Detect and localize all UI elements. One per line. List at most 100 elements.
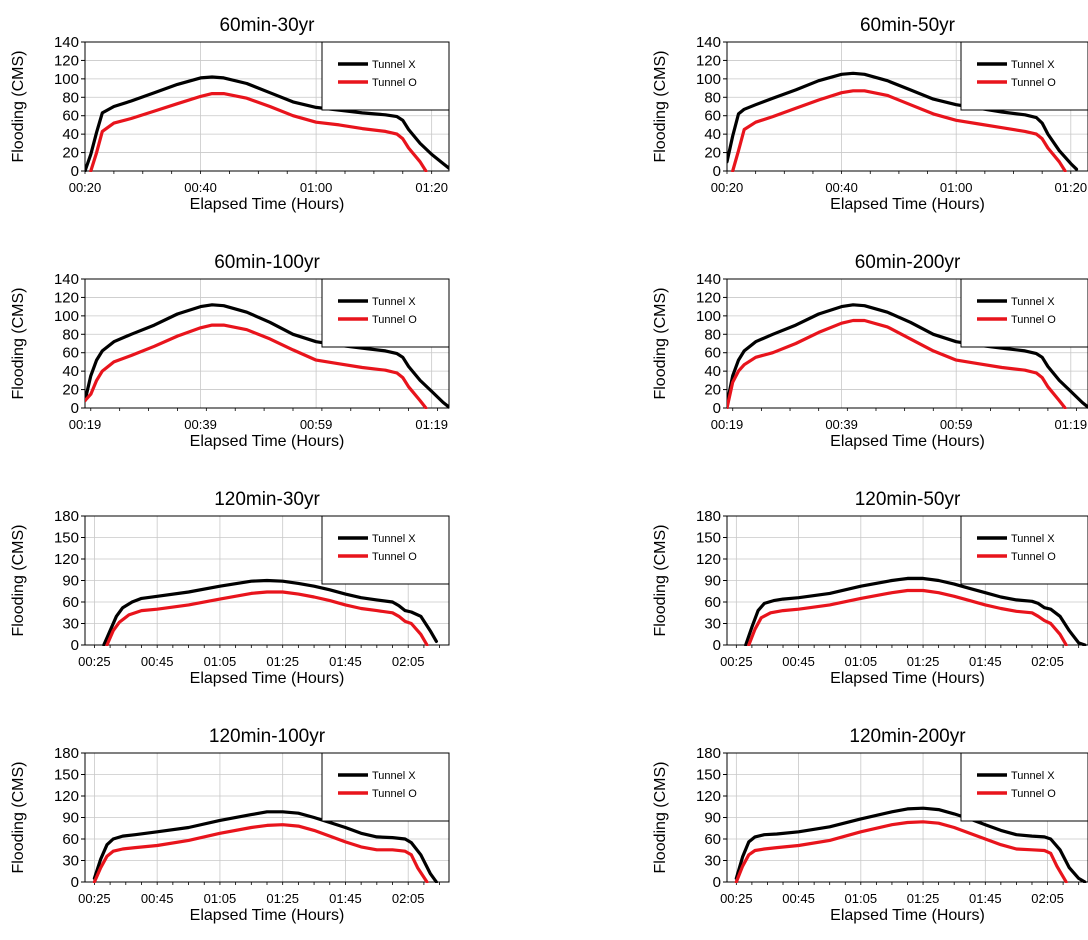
x-tick-label: 02:05 xyxy=(1031,891,1064,906)
y-axis-label: Flooding (CMS) xyxy=(652,50,669,162)
legend-box xyxy=(321,515,450,585)
x-tick-label: 02:05 xyxy=(1031,654,1064,669)
legend-box xyxy=(321,41,450,111)
x-axis-label: Elapsed Time (Hours) xyxy=(830,670,985,687)
legend-label: Tunnel O xyxy=(1011,551,1056,563)
x-tick-label: 00:45 xyxy=(141,654,174,669)
y-tick-label: 60 xyxy=(62,345,79,362)
x-tick-label: 01:19 xyxy=(415,417,448,432)
y-tick-label: 60 xyxy=(704,345,721,362)
y-tick-label: 40 xyxy=(62,363,79,380)
x-axis-label: Elapsed Time (Hours) xyxy=(190,907,345,924)
legend-label: Tunnel O xyxy=(1011,314,1056,326)
series-line-tunnel-x xyxy=(102,578,438,646)
legend-label: Tunnel O xyxy=(1011,788,1056,800)
x-tick-label: 01:45 xyxy=(969,654,1002,669)
x-tick-label: 01:20 xyxy=(415,180,448,195)
x-tick-label: 01:00 xyxy=(300,180,333,195)
y-tick-label: 100 xyxy=(696,308,721,325)
chart-title: 120min-30yr xyxy=(214,489,320,510)
y-tick-label: 180 xyxy=(696,508,721,525)
y-tick-label: 120 xyxy=(54,551,79,568)
x-tick-label: 01:05 xyxy=(204,891,237,906)
y-tick-label: 0 xyxy=(71,637,79,654)
y-tick-label: 80 xyxy=(704,326,721,343)
y-tick-label: 80 xyxy=(62,326,79,343)
y-tick-label: 120 xyxy=(696,551,721,568)
y-tick-label: 20 xyxy=(704,145,721,162)
y-tick-label: 120 xyxy=(54,52,79,69)
x-tick-label: 01:45 xyxy=(329,891,362,906)
x-tick-label: 00:19 xyxy=(711,417,744,432)
legend-box xyxy=(321,278,450,348)
x-tick-label: 01:05 xyxy=(845,654,878,669)
y-tick-label: 20 xyxy=(704,382,721,399)
y-axis-label: Flooding (CMS) xyxy=(652,524,669,636)
y-tick-label: 90 xyxy=(704,810,721,827)
series-line-tunnel-x xyxy=(85,303,449,409)
y-axis-label: Flooding (CMS) xyxy=(10,287,27,399)
series-line-tunnel-o xyxy=(92,823,429,883)
y-axis-label: Flooding (CMS) xyxy=(10,524,27,636)
y-tick-label: 100 xyxy=(696,71,721,88)
y-tick-label: 0 xyxy=(713,163,721,180)
y-tick-label: 120 xyxy=(54,289,79,306)
x-tick-label: 01:25 xyxy=(907,654,940,669)
y-tick-label: 60 xyxy=(62,594,79,611)
x-tick-label: 01:05 xyxy=(204,654,237,669)
legend-label: Tunnel X xyxy=(1011,59,1055,71)
y-tick-label: 120 xyxy=(696,52,721,69)
y-tick-label: 150 xyxy=(54,530,79,547)
y-tick-label: 80 xyxy=(704,89,721,106)
y-tick-label: 60 xyxy=(704,108,721,125)
x-tick-label: 01:19 xyxy=(1055,417,1088,432)
y-tick-label: 180 xyxy=(54,508,79,525)
y-tick-label: 30 xyxy=(704,853,721,870)
y-tick-label: 60 xyxy=(704,831,721,848)
x-axis-label: Elapsed Time (Hours) xyxy=(830,907,985,924)
y-tick-label: 60 xyxy=(62,108,79,125)
y-tick-label: 0 xyxy=(713,874,721,891)
x-tick-label: 00:45 xyxy=(782,891,815,906)
y-axis-label: Flooding (CMS) xyxy=(10,761,27,873)
y-tick-label: 30 xyxy=(62,616,79,633)
plot-frame xyxy=(726,278,1088,409)
x-tick-label: 00:20 xyxy=(711,180,744,195)
y-tick-label: 100 xyxy=(54,308,79,325)
y-tick-label: 60 xyxy=(62,831,79,848)
y-tick-label: 40 xyxy=(62,126,79,143)
y-tick-label: 20 xyxy=(62,382,79,399)
y-tick-label: 100 xyxy=(54,71,79,88)
legend-label: Tunnel X xyxy=(372,296,416,308)
x-tick-label: 00:25 xyxy=(720,891,753,906)
x-axis-label: Elapsed Time (Hours) xyxy=(830,196,985,213)
y-tick-label: 140 xyxy=(54,271,79,288)
x-tick-label: 01:25 xyxy=(907,891,940,906)
x-tick-label: 00:25 xyxy=(78,891,111,906)
y-tick-label: 30 xyxy=(704,616,721,633)
legend-box xyxy=(960,752,1088,822)
x-tick-label: 00:40 xyxy=(184,180,217,195)
legend-label: Tunnel X xyxy=(1011,770,1055,782)
y-tick-label: 120 xyxy=(696,788,721,805)
x-tick-label: 01:45 xyxy=(969,891,1002,906)
y-tick-label: 30 xyxy=(62,853,79,870)
x-tick-label: 00:39 xyxy=(825,417,858,432)
x-tick-label: 00:39 xyxy=(184,417,217,432)
y-tick-label: 40 xyxy=(704,363,721,380)
x-tick-label: 00:25 xyxy=(720,654,753,669)
x-axis-label: Elapsed Time (Hours) xyxy=(190,433,345,450)
x-tick-label: 00:59 xyxy=(940,417,973,432)
series-line-tunnel-o xyxy=(85,323,428,409)
chart-panel-8: 0 30 60 90 120 150 180 00:25 00:45 01:05 01:25 01:4… xyxy=(652,726,1088,924)
y-tick-label: 180 xyxy=(54,745,79,762)
series-line-tunnel-x xyxy=(727,71,1079,171)
legend-label: Tunnel X xyxy=(372,533,416,545)
legend-label: Tunnel O xyxy=(372,77,417,89)
y-tick-label: 120 xyxy=(54,788,79,805)
series-line-tunnel-x xyxy=(744,576,1087,646)
x-tick-label: 01:45 xyxy=(329,654,362,669)
x-axis-label: Elapsed Time (Hours) xyxy=(190,196,345,213)
